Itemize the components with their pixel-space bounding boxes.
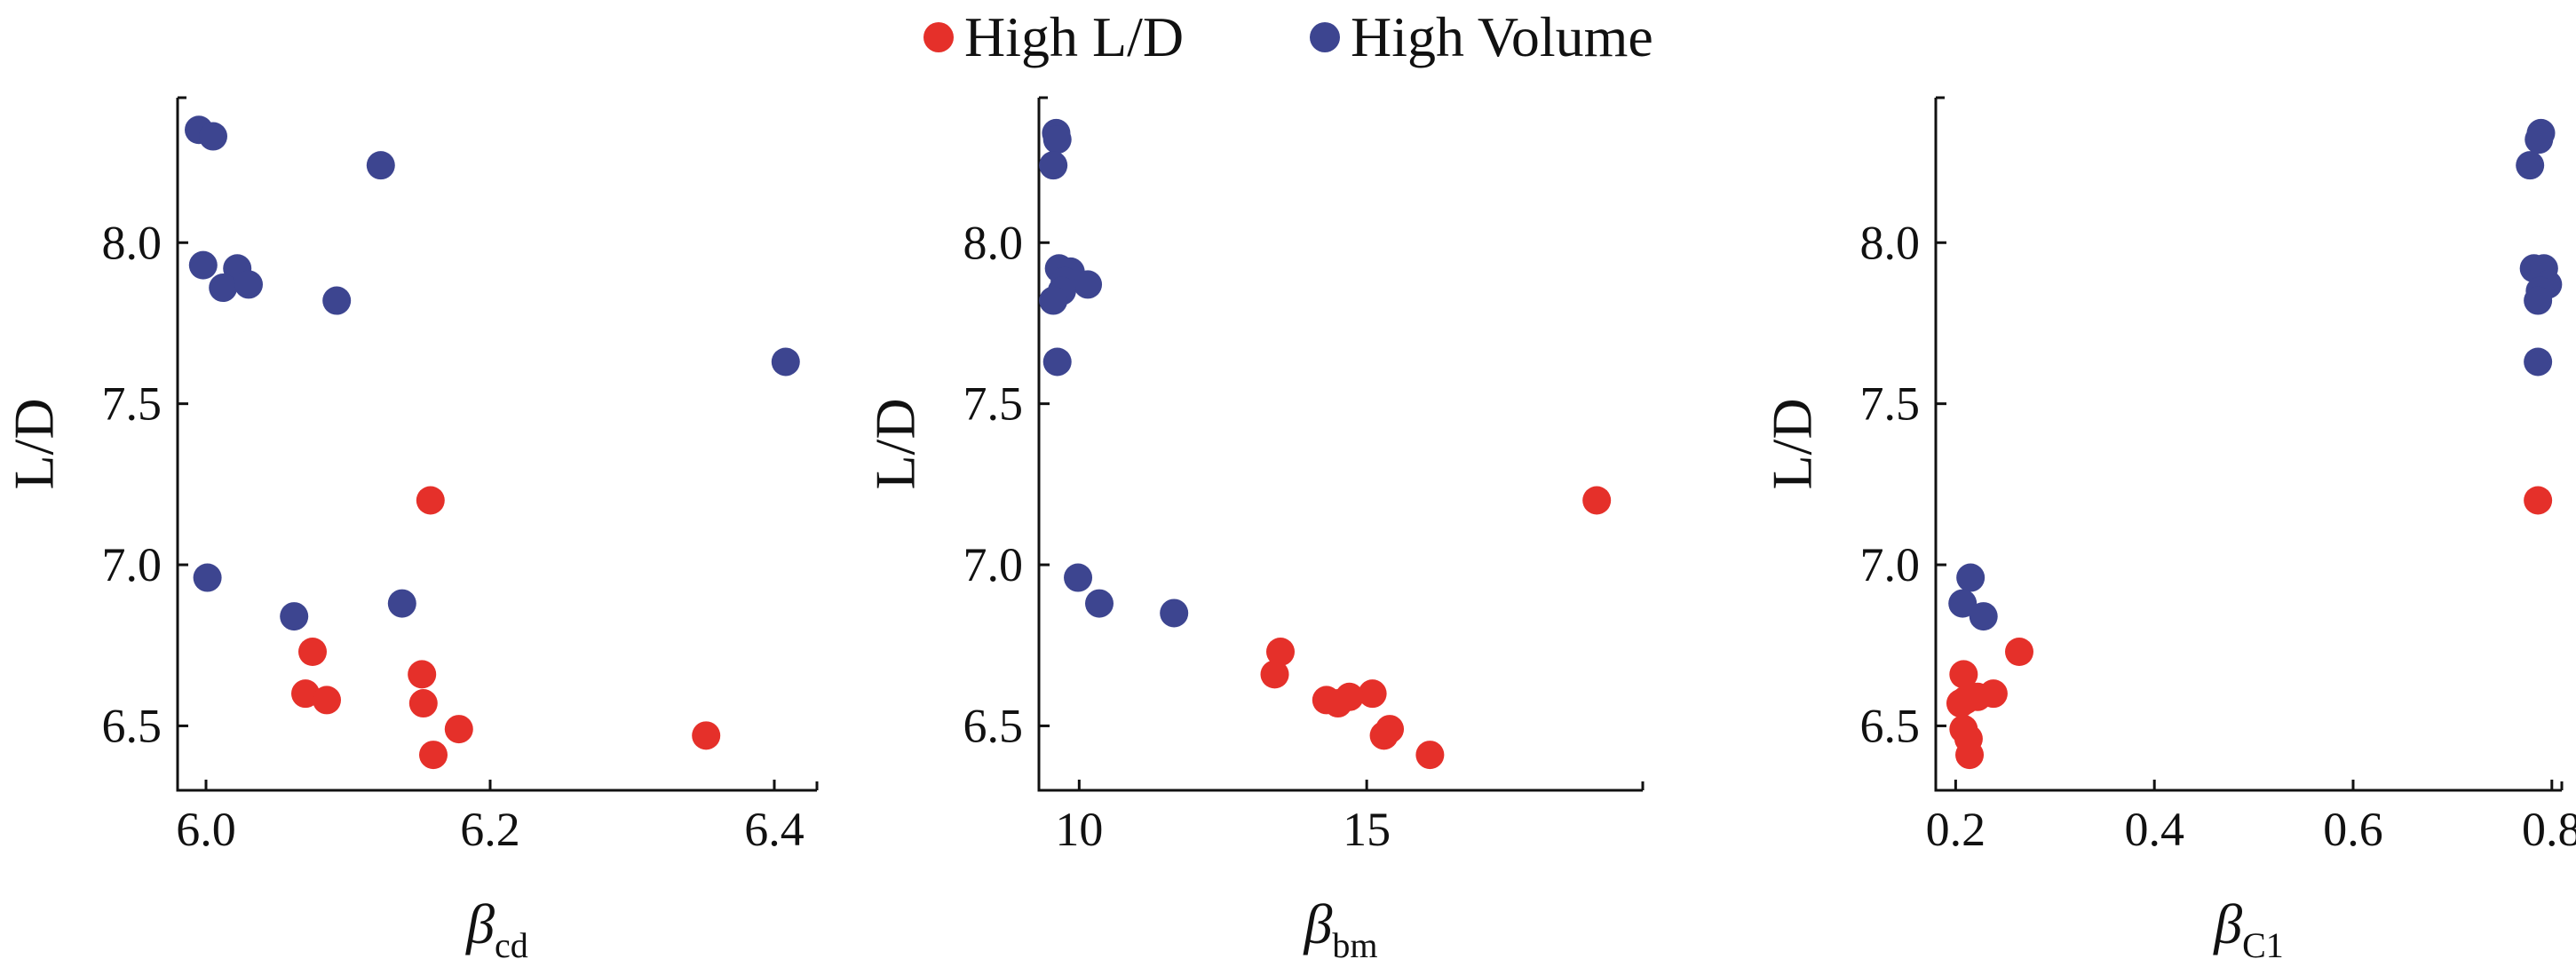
y-axis-title: L/D <box>864 398 927 489</box>
data-point <box>1946 689 1975 718</box>
x-axis-symbol: β <box>464 892 495 955</box>
x-axis-symbol: β <box>1303 892 1333 955</box>
data-point <box>1042 125 1072 155</box>
data-point <box>408 660 437 689</box>
data-point <box>1074 270 1103 299</box>
data-point <box>1582 486 1612 515</box>
data-point <box>2524 286 2553 315</box>
data-point <box>408 689 438 718</box>
data-point <box>1956 563 1986 592</box>
y-tick-label: 6.5 <box>102 699 162 752</box>
plot-1: 6.5 7.0 7.5 8.0 6.0 6.2 6.4 L/D βcd <box>3 96 819 965</box>
data-point <box>313 686 341 715</box>
data-point <box>419 741 448 770</box>
data-point <box>444 715 473 744</box>
data-point <box>692 721 721 750</box>
data-point <box>193 563 222 592</box>
data-point <box>387 589 416 618</box>
y-tick-label: 7.5 <box>102 377 162 431</box>
data-point <box>199 122 227 151</box>
x-tick-label: 0.2 <box>1926 803 1986 856</box>
x-axis-symbol: β <box>2212 892 2242 955</box>
data-point <box>234 270 263 299</box>
data-point <box>1042 347 1072 377</box>
x-tick-label: 6.4 <box>744 803 805 856</box>
data-point <box>291 679 320 709</box>
y-tick-label: 7.0 <box>963 538 1024 591</box>
data-point <box>1260 660 1289 689</box>
x-tick-label: 0.6 <box>2323 803 2383 856</box>
data-point <box>298 638 327 666</box>
plot-3: 6.5 7.0 7.5 8.0 0.2 0.4 0.6 0.8 L/D βC1 <box>1761 96 2576 965</box>
x-axis-title: βcd <box>464 892 528 965</box>
y-tick-label: 6.5 <box>963 699 1024 752</box>
y-tick-label: 8.0 <box>1860 216 1921 269</box>
y-tick-label: 7.5 <box>963 377 1024 431</box>
plot-2: 6.5 7.0 7.5 8.0 10 15 L/D βbm <box>864 96 1645 965</box>
axis-spines <box>1934 98 2562 792</box>
x-axis-title: βbm <box>1303 892 1378 965</box>
y-axis-title: L/D <box>3 398 66 489</box>
data-point <box>1039 286 1068 315</box>
legend-label-high-volume: High Volume <box>1351 5 1653 68</box>
data-point <box>1955 741 1985 770</box>
data-point <box>1323 689 1352 718</box>
y-tick-label: 8.0 <box>963 216 1024 269</box>
legend-label-high-ld: High L/D <box>964 5 1185 68</box>
data-point <box>1415 741 1445 770</box>
x-tick-label: 0.4 <box>2124 803 2184 856</box>
data-point <box>280 602 309 631</box>
data-point <box>1949 660 1978 689</box>
data-point <box>1369 721 1399 750</box>
x-tick-label: 6.2 <box>460 803 520 856</box>
y-tick-label: 7.0 <box>1860 538 1921 591</box>
data-point <box>416 486 445 515</box>
axis-spines <box>1037 98 1643 792</box>
data-point <box>1948 589 1978 618</box>
axis-spines <box>176 98 817 792</box>
x-axis-subscript: bm <box>1332 925 1377 965</box>
legend: High L/D High Volume <box>0 0 2576 80</box>
data-point <box>1064 563 1093 592</box>
data-point <box>366 151 395 180</box>
legend-item-high-volume: High Volume <box>1310 2 1653 73</box>
data-point <box>2524 486 2553 515</box>
data-point <box>322 286 352 315</box>
data-point <box>1039 151 1068 180</box>
data-point <box>2524 347 2553 377</box>
x-tick-label: 10 <box>1055 803 1103 856</box>
data-point <box>1969 602 1998 631</box>
x-axis-title: βC1 <box>2212 892 2284 965</box>
data-point <box>2524 125 2554 155</box>
y-tick-label: 7.5 <box>1860 377 1921 431</box>
data-point <box>188 250 218 280</box>
x-tick-label: 0.8 <box>2522 803 2576 856</box>
legend-item-high-ld: High L/D <box>923 2 1184 73</box>
legend-marker-high-volume <box>1310 22 1340 52</box>
y-axis-title: L/D <box>1761 398 1824 489</box>
data-point <box>1160 598 1189 628</box>
y-tick-label: 6.5 <box>1860 699 1921 752</box>
legend-marker-high-ld <box>923 22 954 52</box>
data-point <box>771 347 800 377</box>
data-point <box>209 273 238 303</box>
data-point <box>1266 638 1295 666</box>
data-point <box>2516 151 2545 180</box>
x-tick-label: 6.0 <box>176 803 236 856</box>
y-tick-label: 8.0 <box>102 216 162 269</box>
x-tick-label: 15 <box>1343 803 1391 856</box>
data-point <box>1085 589 1114 618</box>
data-point <box>2005 638 2033 666</box>
x-axis-subscript: cd <box>495 925 528 965</box>
data-point <box>1358 679 1387 709</box>
y-tick-label: 7.0 <box>102 538 162 591</box>
x-axis-subscript: C1 <box>2242 925 2284 965</box>
